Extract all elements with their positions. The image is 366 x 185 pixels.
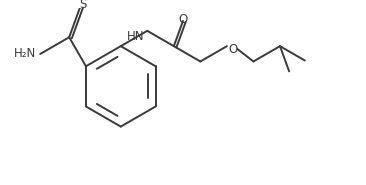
Text: O: O	[178, 13, 188, 26]
Text: HN: HN	[127, 31, 144, 43]
Text: O: O	[228, 43, 237, 56]
Text: H₂N: H₂N	[14, 48, 36, 60]
Text: S: S	[79, 0, 86, 11]
